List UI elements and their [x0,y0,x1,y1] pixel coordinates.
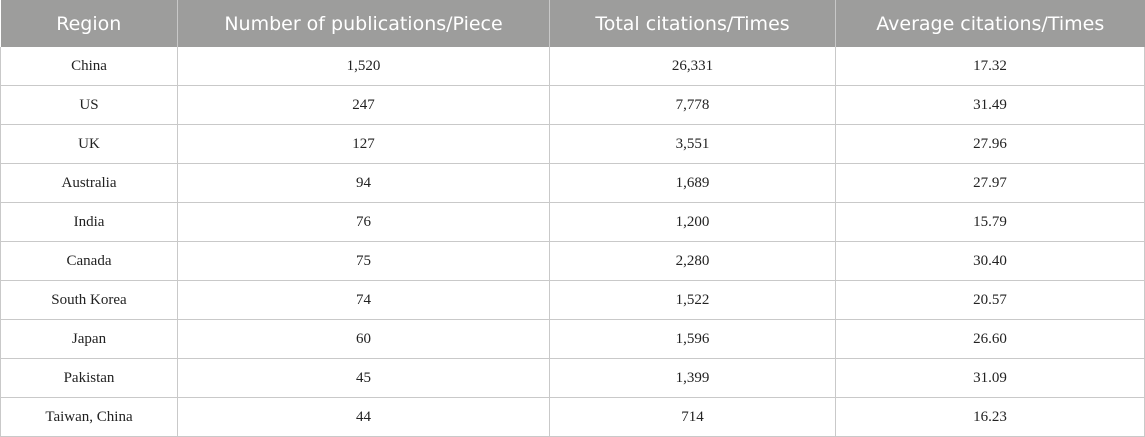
table-row: China 1,520 26,331 17.32 [0,47,1145,86]
cell-average-citations: 31.49 [835,85,1145,125]
cell-total-citations: 3,551 [549,124,836,164]
table-row: Canada 75 2,280 30.40 [0,241,1145,281]
cell-publications: 44 [177,397,550,437]
cell-total-citations: 1,200 [549,202,836,242]
cell-publications: 94 [177,163,550,203]
cell-average-citations: 15.79 [835,202,1145,242]
cell-region: India [0,202,178,242]
cell-total-citations: 2,280 [549,241,836,281]
table-header: Region Number of publications/Piece Tota… [0,0,1145,47]
cell-total-citations: 1,399 [549,358,836,398]
cell-publications: 75 [177,241,550,281]
cell-total-citations: 714 [549,397,836,437]
cell-total-citations: 1,522 [549,280,836,320]
cell-region: South Korea [0,280,178,320]
header-publications: Number of publications/Piece [177,0,550,47]
cell-region: Australia [0,163,178,203]
cell-region: Pakistan [0,358,178,398]
table-row: Australia 94 1,689 27.97 [0,163,1145,203]
cell-average-citations: 31.09 [835,358,1145,398]
cell-average-citations: 16.23 [835,397,1145,437]
cell-publications: 45 [177,358,550,398]
table-row: US 247 7,778 31.49 [0,85,1145,125]
cell-region: US [0,85,178,125]
table-row: Taiwan, China 44 714 16.23 [0,397,1145,437]
cell-publications: 1,520 [177,47,550,86]
cell-average-citations: 30.40 [835,241,1145,281]
cell-total-citations: 26,331 [549,47,836,86]
cell-total-citations: 1,689 [549,163,836,203]
cell-average-citations: 20.57 [835,280,1145,320]
cell-publications: 127 [177,124,550,164]
cell-average-citations: 27.96 [835,124,1145,164]
table-row: South Korea 74 1,522 20.57 [0,280,1145,320]
cell-region: Canada [0,241,178,281]
table-row: India 76 1,200 15.79 [0,202,1145,242]
cell-total-citations: 7,778 [549,85,836,125]
cell-publications: 247 [177,85,550,125]
cell-total-citations: 1,596 [549,319,836,359]
table-row: Pakistan 45 1,399 31.09 [0,358,1145,398]
cell-region: Japan [0,319,178,359]
table-body: China 1,520 26,331 17.32 US 247 7,778 31… [0,47,1145,437]
cell-region: UK [0,124,178,164]
cell-average-citations: 27.97 [835,163,1145,203]
cell-region: Taiwan, China [0,397,178,437]
cell-publications: 74 [177,280,550,320]
cell-region: China [0,47,178,86]
cell-publications: 76 [177,202,550,242]
cell-average-citations: 26.60 [835,319,1145,359]
header-region: Region [0,0,178,47]
cell-publications: 60 [177,319,550,359]
header-average-citations: Average citations/Times [835,0,1145,47]
cell-average-citations: 17.32 [835,47,1145,86]
header-row: Region Number of publications/Piece Tota… [0,0,1145,47]
header-total-citations: Total citations/Times [549,0,836,47]
table-row: Japan 60 1,596 26.60 [0,319,1145,359]
table-row: UK 127 3,551 27.96 [0,124,1145,164]
